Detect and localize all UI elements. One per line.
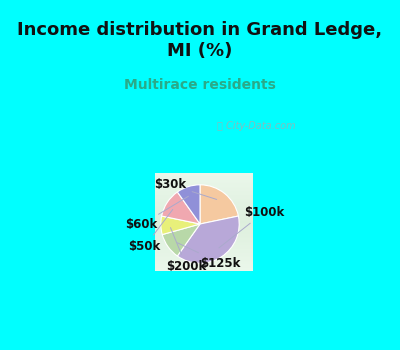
Text: $50k: $50k xyxy=(128,209,173,253)
Wedge shape xyxy=(162,224,200,256)
Wedge shape xyxy=(200,185,238,224)
Text: $60k: $60k xyxy=(125,196,188,231)
Text: ⓘ City-Data.com: ⓘ City-Data.com xyxy=(217,121,296,131)
Text: $125k: $125k xyxy=(178,243,241,270)
Text: $30k: $30k xyxy=(154,178,217,200)
Wedge shape xyxy=(177,216,239,263)
Text: Income distribution in Grand Ledge,
MI (%): Income distribution in Grand Ledge, MI (… xyxy=(18,21,382,60)
Wedge shape xyxy=(177,185,200,224)
Text: $200k: $200k xyxy=(166,228,206,273)
Text: Multirace residents: Multirace residents xyxy=(124,78,276,92)
Wedge shape xyxy=(162,192,200,224)
Text: $100k: $100k xyxy=(219,206,284,248)
Wedge shape xyxy=(161,216,200,234)
